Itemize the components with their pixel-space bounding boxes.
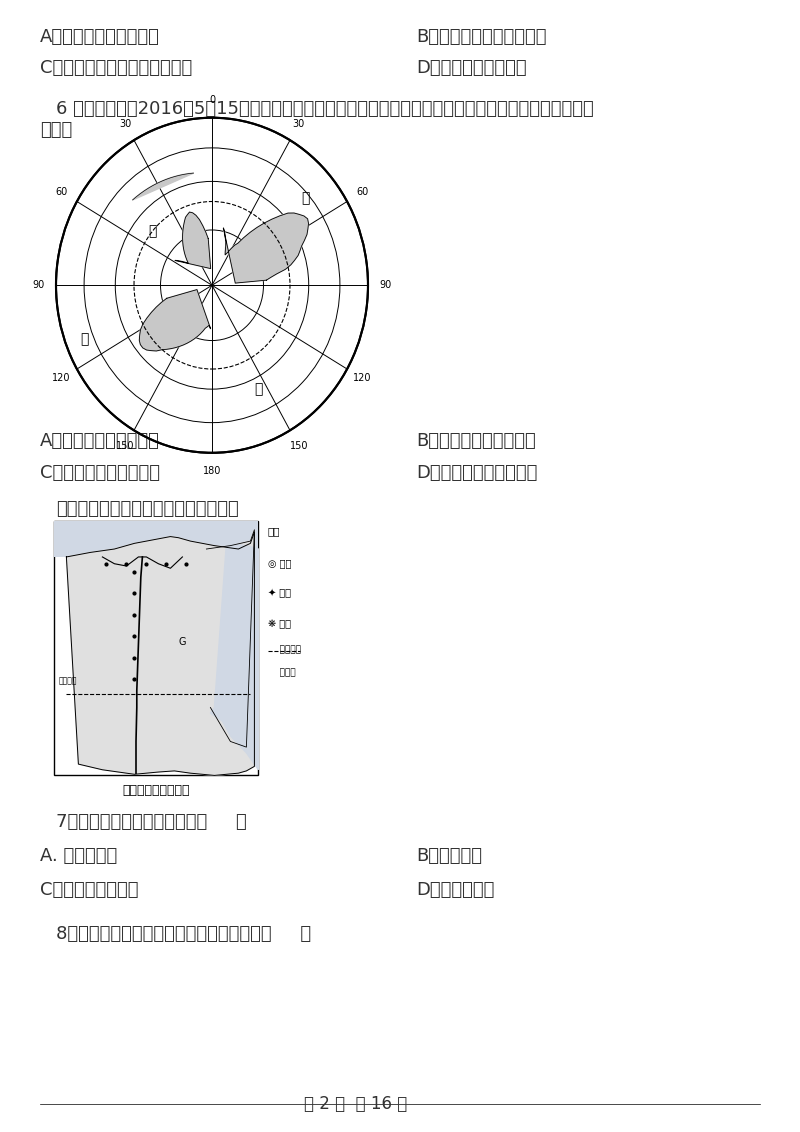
Text: 60: 60 xyxy=(356,188,369,197)
Text: 灌溉农业: 灌溉农业 xyxy=(268,645,301,654)
Text: 150: 150 xyxy=(290,441,308,451)
Bar xyxy=(54,521,258,557)
Text: 90: 90 xyxy=(379,281,392,290)
Bar xyxy=(54,521,258,775)
Text: 区界线: 区界线 xyxy=(268,668,296,677)
Text: A．气候湿润，冰雪深厚: A．气候湿润，冰雪深厚 xyxy=(40,28,160,46)
Text: 甲: 甲 xyxy=(302,191,310,205)
Text: 丁: 丁 xyxy=(149,224,157,239)
Polygon shape xyxy=(210,543,258,770)
Text: 乙: 乙 xyxy=(254,383,263,396)
Text: B．企鹅是该洲特有的鸟类: B．企鹅是该洲特有的鸟类 xyxy=(416,28,546,46)
Text: 图例: 图例 xyxy=(268,526,281,537)
Text: C．二月份不适合进行野外考察: C．二月份不适合进行野外考察 xyxy=(40,59,192,77)
Text: 北回归线: 北回归线 xyxy=(58,676,77,685)
Text: 6 ．北极理事会2016年5月15日授予中国正式观察员国身份，读北极地区图．图中甲、乙、丙代表的大洲: 6 ．北极理事会2016年5月15日授予中国正式观察员国身份，读北极地区图．图中… xyxy=(56,100,594,118)
Text: 8．自然、人文特征都与埃及相似的地区是（     ）: 8．自然、人文特征都与埃及相似的地区是（ ） xyxy=(56,925,311,943)
Text: D．全部位于南极圈内: D．全部位于南极圈内 xyxy=(416,59,526,77)
Text: ❋ 棉花: ❋ 棉花 xyxy=(268,619,291,629)
Text: 90: 90 xyxy=(32,281,45,290)
Text: 30: 30 xyxy=(293,120,305,129)
Text: 读埃及农业分布示意图，回答下列小题: 读埃及农业分布示意图，回答下列小题 xyxy=(56,500,238,518)
Text: ✦ 水稻: ✦ 水稻 xyxy=(268,589,291,599)
Text: D．尼罗河沿岸: D．尼罗河沿岸 xyxy=(416,881,494,899)
Text: 埃及农业分布示意图: 埃及农业分布示意图 xyxy=(122,784,190,797)
Text: B．红海沿岸: B．红海沿岸 xyxy=(416,847,482,865)
Text: B．亚洲、北美洲、欧洲: B．亚洲、北美洲、欧洲 xyxy=(416,432,536,451)
Text: 150: 150 xyxy=(116,441,134,451)
Polygon shape xyxy=(223,213,309,283)
Text: C．苏伊士运河沿岸: C．苏伊士运河沿岸 xyxy=(40,881,138,899)
Text: 分别是: 分别是 xyxy=(40,121,72,139)
Polygon shape xyxy=(206,530,254,747)
Polygon shape xyxy=(66,532,254,775)
Text: 0: 0 xyxy=(209,95,215,104)
Text: 60: 60 xyxy=(55,188,68,197)
Text: 第 2 页  共 16 页: 第 2 页 共 16 页 xyxy=(304,1095,407,1113)
Text: G: G xyxy=(178,637,186,648)
Text: 7．埃及的农作物主要分布在（     ）: 7．埃及的农作物主要分布在（ ） xyxy=(56,813,246,831)
Text: D．北美洲、亚洲、欧洲: D．北美洲、亚洲、欧洲 xyxy=(416,464,538,482)
Polygon shape xyxy=(175,212,210,268)
Polygon shape xyxy=(133,173,194,200)
Text: 丙: 丙 xyxy=(80,332,88,346)
Text: A．亚洲、欧洲、北美洲: A．亚洲、欧洲、北美洲 xyxy=(40,432,160,451)
Text: ◎ 小麦: ◎ 小麦 xyxy=(268,558,291,568)
Text: 180: 180 xyxy=(203,466,221,475)
Text: A. 地中海沿岸: A. 地中海沿岸 xyxy=(40,847,118,865)
Text: C．北美洲、欧洲、亚洲: C．北美洲、欧洲、亚洲 xyxy=(40,464,160,482)
Ellipse shape xyxy=(56,118,368,453)
Text: 120: 120 xyxy=(53,374,71,383)
Text: 120: 120 xyxy=(353,374,371,383)
Polygon shape xyxy=(139,290,210,351)
Text: 30: 30 xyxy=(119,120,131,129)
